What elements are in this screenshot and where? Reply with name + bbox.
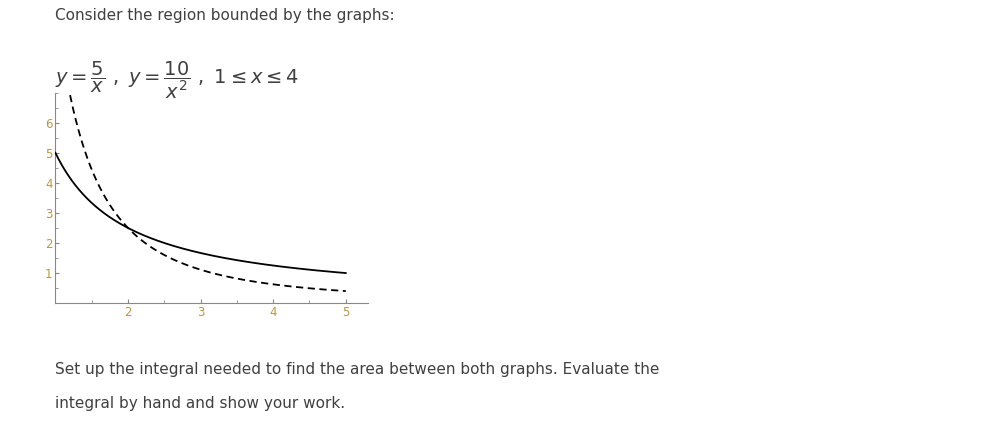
Text: $y = \dfrac{5}{x}\ ,\ y = \dfrac{10}{x^2}\ ,\ 1 \leq x \leq 4$: $y = \dfrac{5}{x}\ ,\ y = \dfrac{10}{x^2… <box>55 59 299 101</box>
Text: integral by hand and show your work.: integral by hand and show your work. <box>55 396 345 411</box>
Text: Consider the region bounded by the graphs:: Consider the region bounded by the graph… <box>55 8 395 24</box>
Text: Set up the integral needed to find the area between both graphs. Evaluate the: Set up the integral needed to find the a… <box>55 362 660 377</box>
